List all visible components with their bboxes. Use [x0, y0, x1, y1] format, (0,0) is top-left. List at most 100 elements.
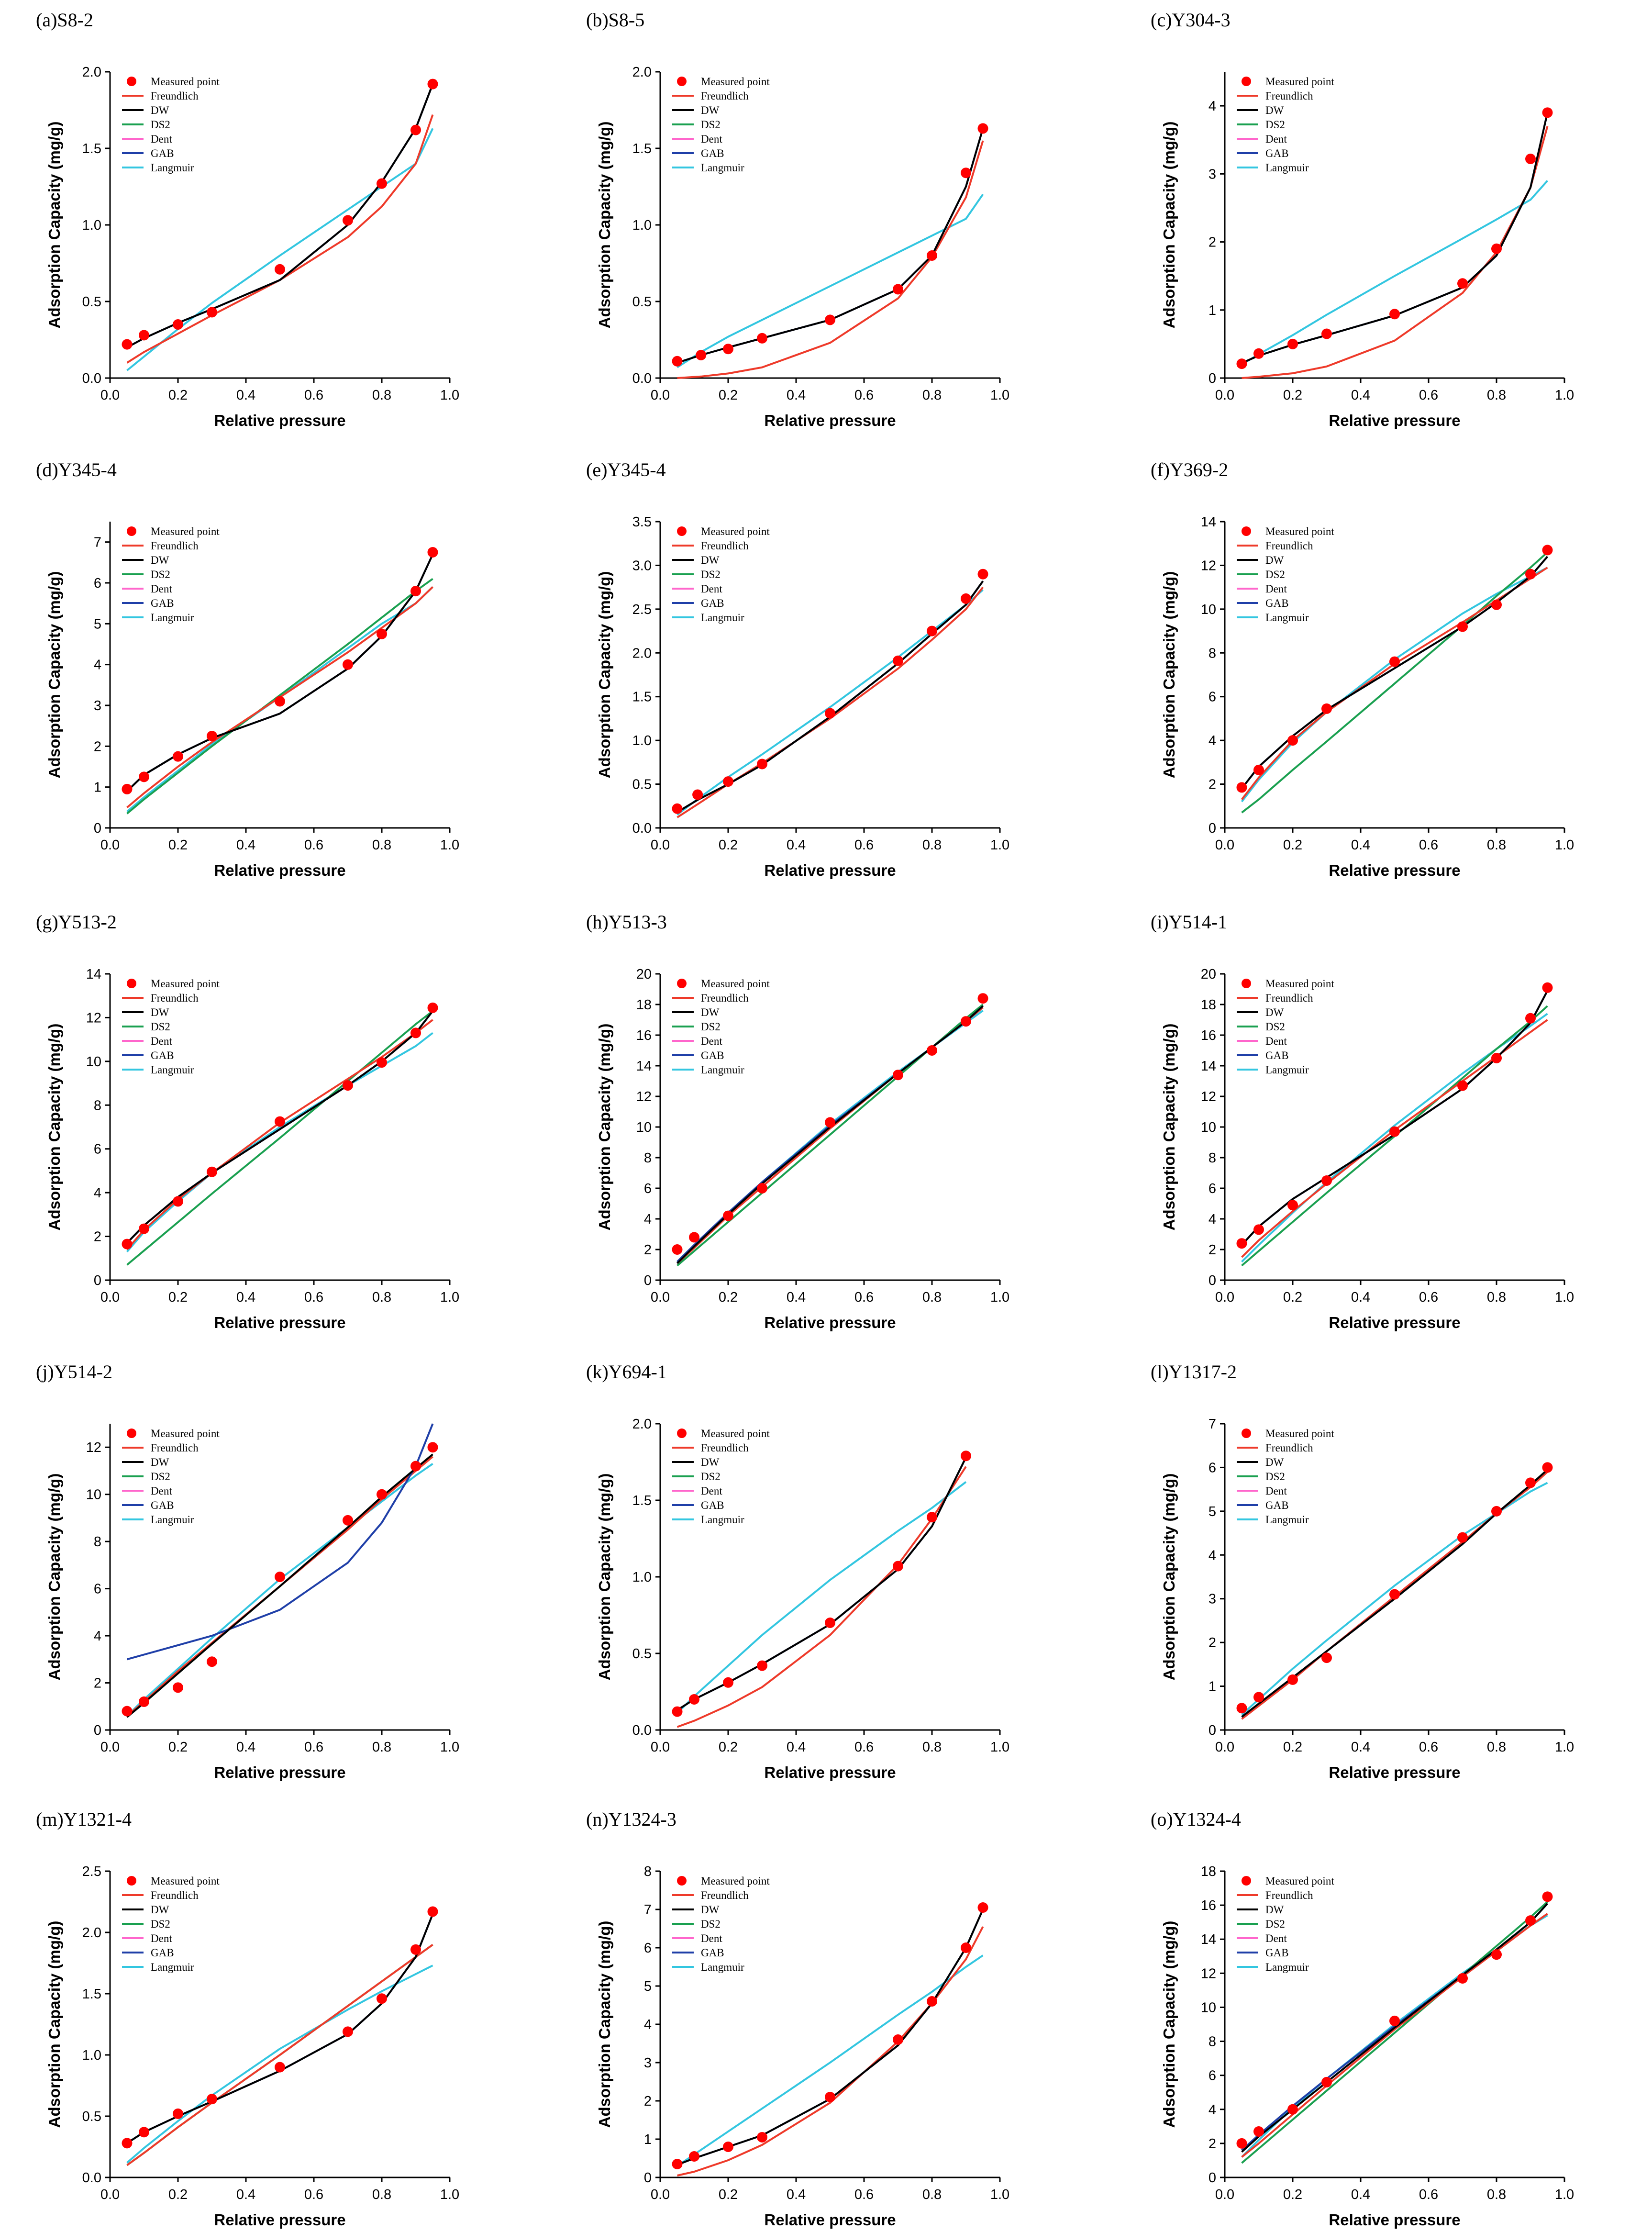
y-tick-label: 2: [1209, 2136, 1216, 2152]
chart-panel-15: (o)Y1324-4 0.0 0.2 0.4 0.6 0.8 1.0 0 2 4 6 8 10 12 14 1…: [1151, 1808, 1574, 2229]
y-tick-label: 8: [644, 1150, 652, 1166]
legend-label-measured-point: Measured point: [1265, 1875, 1334, 1887]
x-tick-label: 0.0: [651, 1740, 670, 1755]
legend-label-dw: DW: [151, 104, 169, 116]
x-tick-label: 0.4: [236, 837, 255, 853]
legend-marker-measured-point: [1242, 526, 1251, 536]
series-line-langmuir: [126, 128, 434, 371]
measured-point: [377, 178, 387, 189]
legend-label-dw: DW: [1265, 1456, 1284, 1468]
measured-point: [723, 2142, 733, 2152]
y-tick-label: 8: [94, 1098, 101, 1113]
y-axis-label: Adsorption Capacity (mg/g): [596, 1473, 613, 1681]
panel-title: (b)S8-5: [586, 9, 644, 31]
x-tick-label: 0.8: [372, 1740, 391, 1755]
legend-label-measured-point: Measured point: [1265, 978, 1334, 990]
legend-label-langmuir: Langmuir: [701, 1514, 744, 1526]
measured-point: [825, 2092, 835, 2102]
x-tick-label: 0.0: [1215, 1740, 1234, 1755]
legend-label-ds2: DS2: [701, 1021, 721, 1033]
y-tick-label: 2: [1209, 1242, 1216, 1258]
measured-point: [122, 1706, 133, 1717]
x-tick-label: 0.0: [100, 388, 120, 403]
y-tick-label: 0: [94, 1723, 101, 1738]
measured-point: [1457, 621, 1468, 632]
x-axis-label: Relative pressure: [1329, 2211, 1460, 2229]
measured-point: [377, 1993, 387, 2004]
measured-point: [1236, 2138, 1247, 2149]
measured-point: [723, 1210, 733, 1221]
legend-label-gab: GAB: [701, 1947, 724, 1959]
y-axis-label: Adsorption Capacity (mg/g): [45, 122, 63, 329]
x-tick-label: 0.6: [854, 388, 874, 403]
y-axis-label: Adsorption Capacity (mg/g): [596, 571, 613, 779]
measured-point: [696, 350, 707, 360]
y-tick-label: 5: [644, 1979, 652, 1994]
x-tick-label: 0.8: [922, 1740, 942, 1755]
x-tick-label: 0.2: [168, 837, 188, 853]
legend-label-langmuir: Langmuir: [151, 162, 194, 174]
legend-label-ds2: DS2: [701, 1471, 721, 1483]
measured-point: [377, 1057, 387, 1068]
measured-point: [1389, 1589, 1400, 1600]
y-tick-label: 1.5: [82, 1986, 101, 2002]
x-tick-label: 0.6: [854, 1290, 874, 1305]
measured-point: [689, 2151, 699, 2162]
measured-point: [1491, 1053, 1502, 1063]
legend-label-freundlich: Freundlich: [151, 992, 199, 1004]
y-tick-label: 0.5: [82, 2109, 101, 2124]
x-tick-label: 1.0: [990, 1740, 1009, 1755]
series-line-ds2: [676, 1004, 984, 1267]
legend-label-dent: Dent: [151, 583, 172, 595]
y-tick-label: 10: [1201, 1120, 1216, 1135]
measured-point: [1542, 982, 1553, 993]
legend-marker-measured-point: [127, 1428, 136, 1438]
x-tick-label: 0.0: [100, 2187, 120, 2202]
y-axis-label: Adsorption Capacity (mg/g): [1160, 1473, 1178, 1681]
measured-point: [1236, 1703, 1247, 1714]
chart-panel-11: (k)Y694-1 0.0 0.2 0.4 0.6 0.8 1.0 0.0 0.5 1.0 1.5 2…: [586, 1361, 1009, 1781]
measured-point: [1287, 2104, 1298, 2115]
y-tick-label: 6: [644, 1181, 652, 1196]
legend-label-freundlich: Freundlich: [151, 1442, 199, 1454]
series-line-dw: [1241, 1903, 1548, 2153]
legend: Measured point Freundlich DW DS2 Dent GAB Lang…: [672, 978, 770, 1076]
legend-label-ds2: DS2: [701, 119, 721, 131]
y-tick-label: 2: [1209, 1635, 1216, 1651]
legend-label-dw: DW: [1265, 554, 1284, 566]
legend-label-langmuir: Langmuir: [1265, 612, 1309, 624]
y-tick-label: 0.0: [82, 371, 101, 386]
measured-point: [893, 1070, 903, 1081]
y-axis-label: Adsorption Capacity (mg/g): [1160, 122, 1178, 329]
y-tick-label: 16: [1201, 1028, 1216, 1043]
chart-panel-10: (j)Y514-2 0.0 0.2 0.4 0.6 0.8 1.0 0 2 4 6 8 10 12 Rela…: [36, 1361, 459, 1781]
measured-point: [275, 2062, 285, 2073]
legend-label-dent: Dent: [1265, 1932, 1287, 1944]
legend-label-dent: Dent: [151, 1932, 172, 1944]
legend-label-langmuir: Langmuir: [701, 1961, 744, 1973]
panel-title: (m)Y1321-4: [36, 1808, 132, 1830]
x-axis-label: Relative pressure: [1329, 1314, 1460, 1331]
y-tick-label: 4: [644, 2017, 652, 2032]
measured-point: [1321, 1652, 1332, 1663]
measured-point: [275, 696, 285, 707]
legend-label-dent: Dent: [701, 1485, 722, 1497]
y-tick-label: 14: [1201, 1059, 1216, 1074]
measured-point: [1491, 599, 1502, 610]
measured-point: [977, 993, 988, 1004]
measured-point: [1542, 107, 1553, 118]
measured-point: [1389, 656, 1400, 667]
measured-point: [343, 1080, 353, 1091]
x-tick-label: 1.0: [1555, 837, 1574, 853]
y-tick-label: 2: [1209, 777, 1216, 792]
y-tick-label: 1: [94, 780, 101, 795]
legend-label-freundlich: Freundlich: [151, 540, 199, 552]
measured-point: [825, 1618, 835, 1628]
x-tick-label: 0.4: [236, 1290, 255, 1305]
x-tick-label: 0.0: [1215, 388, 1234, 403]
x-tick-label: 1.0: [1555, 388, 1574, 403]
y-tick-label: 5: [94, 616, 101, 632]
legend-label-freundlich: Freundlich: [1265, 1442, 1313, 1454]
y-tick-label: 20: [636, 967, 652, 982]
panel-title: (j)Y514-2: [36, 1361, 112, 1383]
